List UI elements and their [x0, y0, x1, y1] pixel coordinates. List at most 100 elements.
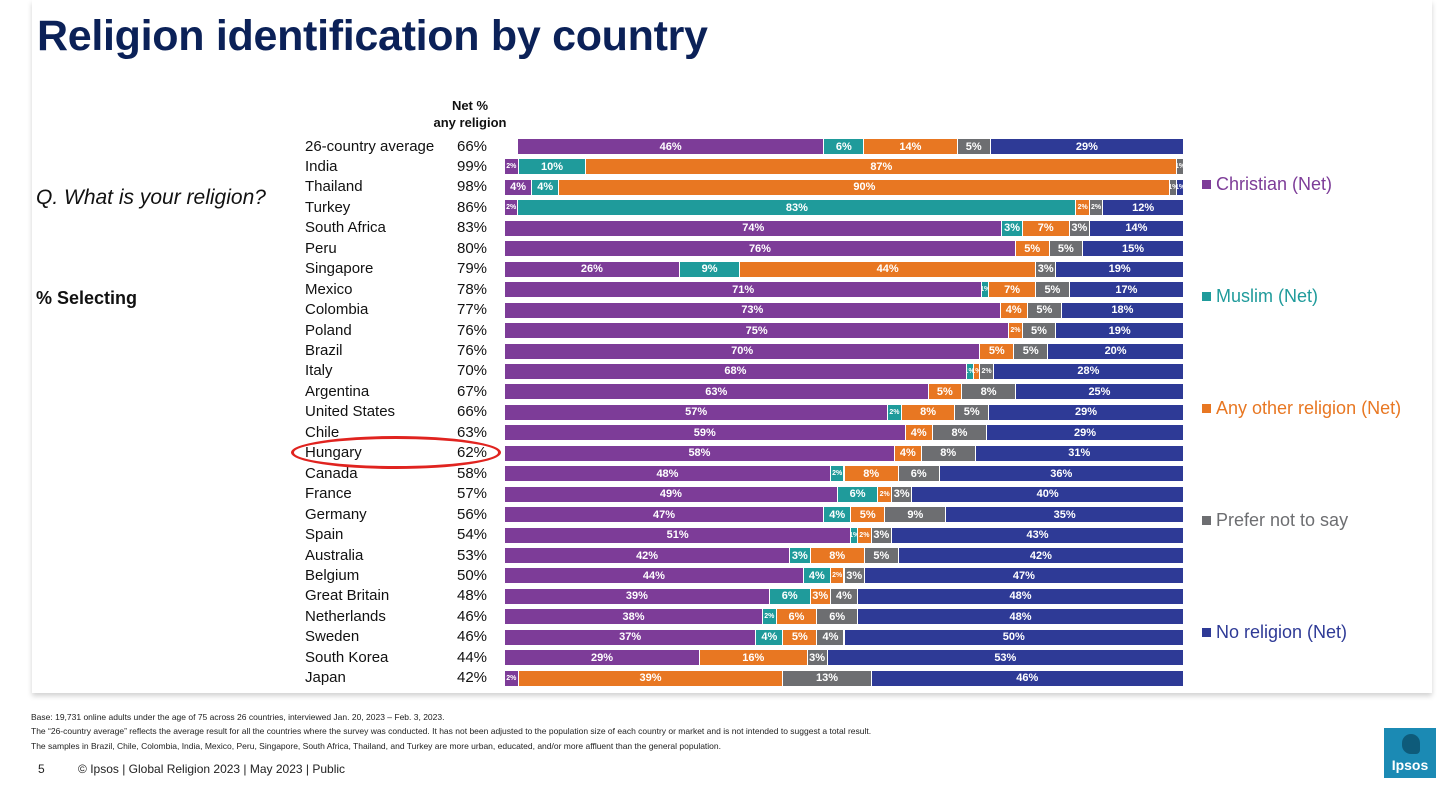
bar-segment-other: 5% [928, 384, 963, 400]
country-label: Colombia [305, 301, 369, 319]
bar-segment-none: 1% [1177, 179, 1184, 195]
bar-segment-other: 5% [783, 629, 818, 645]
bar-segment-other: 8% [810, 548, 865, 563]
bar-segment-other: 2% [1009, 323, 1023, 339]
bar-segment-muslim: 4% [756, 629, 784, 645]
bar-segment-none: 12% [1103, 200, 1184, 216]
bar-segment-christian: 39% [505, 588, 770, 604]
bar-segment-other: 4% [894, 445, 922, 461]
legend-label: Any other religion (Net) [1216, 398, 1402, 418]
legend-swatch-icon [1202, 292, 1211, 301]
bar-segment-prefer-not: 8% [921, 445, 976, 461]
legend-label: Prefer not to say [1216, 510, 1349, 530]
bar-segment-muslim: 3% [1002, 220, 1023, 236]
net-any-religion-value: 80% [457, 239, 488, 257]
bar-segment-prefer-not: 5% [955, 404, 990, 420]
bar-segment-prefer-not: 5% [1014, 343, 1049, 359]
bar-segment-prefer-not: 1% [1177, 159, 1184, 175]
bar-segment-prefer-not: 2% [1089, 200, 1104, 216]
bar-segment-other: 2% [858, 527, 872, 543]
net-any-religion-value: 78% [457, 280, 488, 298]
bar-segment-muslim: 1% [982, 282, 990, 298]
bar-segment-none: 20% [1048, 343, 1184, 359]
bar-segment-none: 48% [858, 609, 1184, 625]
country-label: Poland [305, 321, 352, 339]
bar-segment-other: 7% [1022, 220, 1070, 236]
selecting-label: % Selecting [36, 288, 138, 308]
net-any-religion-value: 98% [457, 178, 488, 196]
footnote-average: The “26-country average” reflects the av… [31, 726, 872, 736]
bar-segment-prefer-not: 5% [1027, 302, 1062, 318]
page-title: Religion identification by country [37, 12, 708, 60]
bar-segment-prefer-not: 1% [1170, 179, 1178, 195]
page-footer: 5 © Ipsos | Global Religion 2023 | May 2… [38, 762, 345, 776]
bar-segment-muslim: 6% [769, 588, 811, 604]
country-label: Germany [305, 505, 367, 523]
ipsos-logo: Ipsos [1384, 728, 1436, 778]
bar-segment-other: 8% [844, 466, 899, 482]
bar-segment-prefer-not: 5% [957, 139, 991, 154]
footnote-samples: The samples in Brazil, Chile, Colombia, … [31, 741, 722, 751]
bar-segment-muslim: 2% [763, 609, 777, 625]
legend-label: Christian (Net) [1216, 174, 1333, 194]
bar-segment-christian: 26% [505, 261, 680, 277]
bar-segment-other: 2% [830, 568, 845, 584]
country-label: Great Britain [305, 587, 390, 605]
bar-segment-other: 2% [878, 486, 893, 502]
bar-segment-christian: 2% [505, 670, 519, 686]
bar-segment-none: 42% [898, 548, 1184, 563]
bar-segment-prefer-not: 5% [864, 548, 899, 563]
country-label: Turkey [305, 198, 351, 216]
net-any-religion-value: 79% [457, 260, 488, 278]
country-label: Netherlands [305, 607, 386, 625]
bar-segment-none: 19% [1056, 323, 1184, 339]
bar-segment-prefer-not: 8% [932, 425, 988, 441]
net-any-religion-value: 86% [457, 198, 488, 216]
bar-segment-muslim: 83% [518, 200, 1077, 216]
net-any-religion-value: 77% [457, 301, 488, 319]
bar-segment-christian: 46% [518, 139, 825, 154]
legend-item: Muslim (Net) [1202, 286, 1318, 307]
bar-segment-muslim: 6% [824, 139, 865, 154]
net-any-religion-value: 42% [457, 669, 488, 687]
bar-segment-none: 35% [946, 507, 1184, 523]
bar-segment-christian: 75% [505, 323, 1010, 339]
country-label: 26-country average [305, 137, 435, 155]
country-label: South Korea [305, 648, 389, 666]
country-label: India [305, 157, 338, 175]
bar-segment-muslim: 2% [888, 404, 902, 420]
net-any-religion-value: 50% [457, 566, 488, 584]
bar-segment-prefer-not: 13% [783, 670, 872, 686]
bar-segment-christian: 59% [505, 425, 906, 441]
bar-segment-muslim: 2% [830, 466, 845, 482]
bar-segment-christian: 70% [505, 343, 981, 359]
net-any-religion-value: 70% [457, 362, 488, 380]
net-any-religion-value: 76% [457, 321, 488, 339]
net-any-religion-value: 66% [457, 403, 488, 421]
bar-segment-other: 7% [989, 282, 1037, 298]
bar-segment-christian: 48% [505, 466, 831, 482]
bar-segment-other: 6% [776, 609, 818, 625]
country-label: France [305, 485, 352, 503]
net-any-religion-value: 48% [457, 587, 488, 605]
bar-segment-prefer-not: 4% [817, 629, 845, 645]
footer-text: © Ipsos | Global Religion 2023 | May 202… [78, 762, 346, 776]
footnote-base: Base: 19,731 online adults under the age… [31, 712, 445, 722]
net-any-religion-value: 76% [457, 342, 488, 359]
bar-segment-prefer-not: 6% [898, 466, 940, 482]
bar-segment-none: 29% [987, 425, 1184, 441]
bar-segment-prefer-not: 3% [844, 568, 865, 584]
bar-segment-other: 14% [864, 139, 958, 154]
net-header: Net % any religion [420, 97, 520, 131]
bar-segment-muslim: 1% [966, 363, 974, 379]
bar-segment-none: 18% [1061, 302, 1184, 318]
bar-segment-other: 3% [810, 588, 831, 604]
bar-segment-christian: 73% [505, 302, 1001, 318]
bar-segment-other: 90% [559, 179, 1171, 195]
bar-segment-prefer-not: 8% [962, 384, 1016, 400]
legend-swatch-icon [1202, 516, 1211, 525]
country-label: Peru [305, 239, 337, 257]
bar-segment-christian: 58% [505, 445, 895, 461]
question-text: Q. What is your religion? [36, 186, 266, 209]
net-any-religion-value: 53% [457, 546, 488, 564]
